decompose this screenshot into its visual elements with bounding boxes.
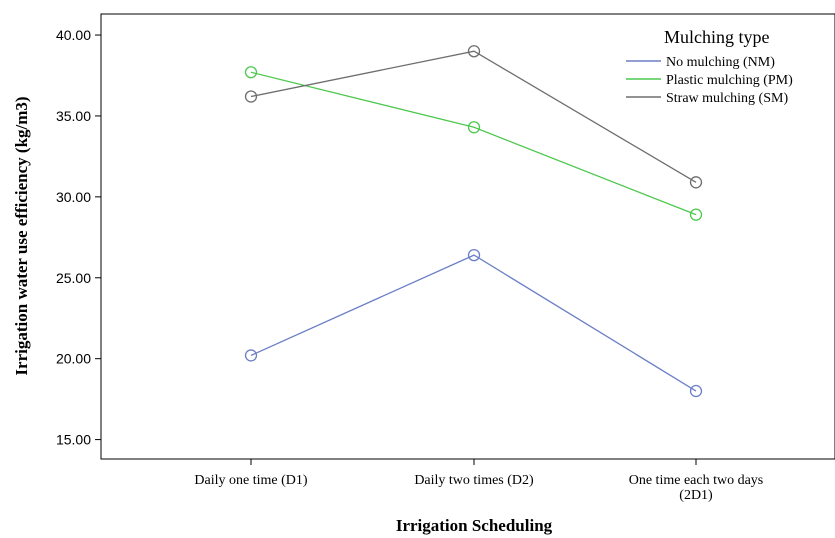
- x-tick-label-line: Daily one time (D1): [194, 473, 307, 488]
- y-tick-label: 15.00: [56, 432, 91, 448]
- series-line-0: [250, 254, 697, 392]
- data-point-1-2: [689, 208, 703, 221]
- y-tick-label: 25.00: [56, 270, 91, 286]
- data-point-0-1: [467, 248, 481, 262]
- plot-frame: [100, 13, 835, 460]
- series-line-1: [250, 71, 697, 216]
- y-axis: 15.00 20.00 25.00 30.00 35.00 40.00: [56, 27, 101, 448]
- y-tick-label: 35.00: [56, 108, 91, 124]
- legend: Mulching type No mulching (NM) Plastic mul…: [626, 27, 793, 106]
- x-tick-label-line: (2D1): [679, 488, 713, 503]
- data-point-2-2: [689, 176, 703, 189]
- x-tick-label: One time each two days (2D1): [629, 473, 764, 503]
- legend-entry-label: No mulching (NM): [666, 55, 775, 70]
- data-point-2-0: [244, 90, 258, 103]
- legend-title: Mulching type: [664, 27, 770, 47]
- data-point-1-1: [467, 121, 481, 134]
- x-tick-label-line: One time each two days: [629, 473, 764, 488]
- series-layer: [244, 45, 703, 398]
- series-line-2: [250, 50, 697, 183]
- data-point-0-0: [244, 349, 258, 362]
- data-point-0-2: [689, 384, 703, 398]
- x-tick-label-line: Daily two times (D2): [414, 473, 534, 488]
- y-tick-label: 40.00: [56, 27, 91, 43]
- x-tick-label: Daily one time (D1): [194, 473, 307, 488]
- x-axis-label: Irrigation Scheduling: [396, 516, 553, 535]
- y-tick-label: 30.00: [56, 189, 91, 205]
- x-axis: Daily one time (D1) Daily two times (D2) O…: [194, 459, 763, 503]
- y-axis-label: Irrigation water use efficiency (kg/m3): [12, 96, 31, 375]
- y-tick-label: 20.00: [56, 351, 91, 367]
- legend-entry-label: Straw mulching (SM): [666, 91, 788, 106]
- x-tick-label: Daily two times (D2): [414, 473, 534, 488]
- legend-entry-label: Plastic mulching (PM): [666, 73, 793, 88]
- data-point-1-0: [244, 66, 258, 79]
- data-point-2-1: [467, 45, 481, 58]
